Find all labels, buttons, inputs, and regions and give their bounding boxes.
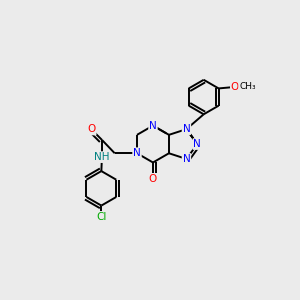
- Text: O: O: [231, 82, 239, 92]
- Text: O: O: [87, 124, 96, 134]
- Text: NH: NH: [94, 152, 110, 162]
- Text: CH₃: CH₃: [239, 82, 256, 91]
- Text: O: O: [149, 174, 157, 184]
- Text: N: N: [183, 124, 190, 134]
- Text: Cl: Cl: [96, 212, 106, 222]
- Text: N: N: [149, 121, 157, 130]
- Text: N: N: [133, 148, 141, 158]
- Text: N: N: [183, 154, 190, 164]
- Text: N: N: [194, 139, 201, 149]
